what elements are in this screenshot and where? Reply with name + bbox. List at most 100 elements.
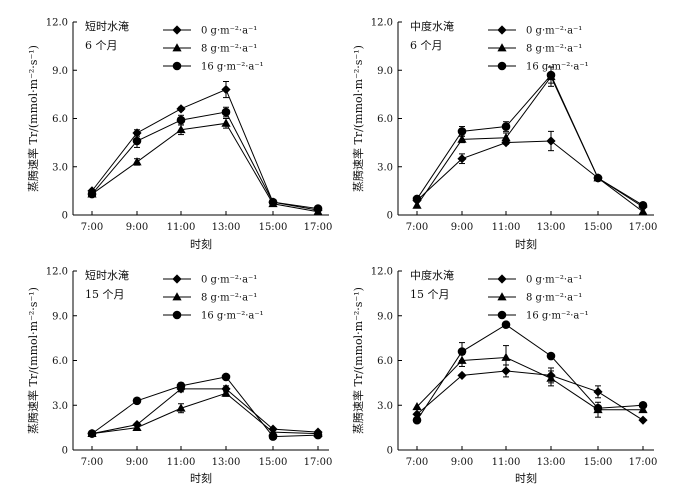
point-diamond bbox=[176, 104, 186, 114]
series-line-circle bbox=[91, 376, 319, 438]
y-tick-label: 3.0 bbox=[377, 162, 393, 173]
point-circle bbox=[546, 351, 556, 361]
legend-label: 16 g·m⁻²·a⁻¹ bbox=[201, 311, 264, 322]
point-circle bbox=[638, 201, 648, 210]
y-tick-label: 9.0 bbox=[377, 311, 393, 322]
x-tick-label: 9:00 bbox=[126, 222, 148, 233]
point-triangle bbox=[412, 401, 422, 411]
y-axis-title: 蒸腾速率 Tr/(mmol·m⁻²·s⁻¹) bbox=[26, 287, 40, 434]
panel-2: 0 3.0 6.0 9.0 12.0 7:00 9:00 11:00 13:00 15:00 17:… bbox=[351, 18, 657, 252]
panel-note-duration: 6 个月 bbox=[410, 39, 443, 52]
x-tick-label: 7:00 bbox=[406, 222, 428, 233]
legend-label: 0 g·m⁻²·a⁻¹ bbox=[526, 275, 582, 286]
panel-note-treatment: 中度水淹 bbox=[410, 19, 454, 33]
panel-note-duration: 15 个月 bbox=[410, 288, 450, 301]
y-tick-label: 6.0 bbox=[52, 114, 68, 125]
point-triangle bbox=[546, 373, 556, 382]
legend-label: 16 g·m⁻²·a⁻¹ bbox=[201, 62, 264, 73]
panel-1: 0 3.0 6.0 9.0 12.0 7:00 9:00 11:00 13:00 15:00 17:… bbox=[26, 18, 332, 252]
point-circle bbox=[638, 400, 648, 410]
point-triangle bbox=[176, 124, 186, 134]
point-circle bbox=[501, 122, 511, 131]
y-tick-label: 12.0 bbox=[371, 18, 393, 29]
point-circle bbox=[176, 115, 186, 125]
y-tick-label: 3.0 bbox=[52, 401, 68, 412]
y-tick-label: 6.0 bbox=[52, 356, 68, 367]
point-diamond bbox=[501, 366, 511, 376]
series-line-triangle bbox=[416, 75, 644, 213]
legend-label: 8 g·m⁻²·a⁻¹ bbox=[526, 293, 582, 304]
y-axis-title: 蒸腾速率 Tr/(mmol·m⁻²·s⁻¹) bbox=[351, 45, 365, 192]
legend-label: 8 g·m⁻²·a⁻¹ bbox=[201, 293, 257, 304]
point-circle bbox=[313, 430, 323, 440]
point-triangle bbox=[221, 388, 231, 397]
x-tick-label: 17:00 bbox=[629, 457, 658, 468]
x-tick-label: 15:00 bbox=[584, 222, 613, 233]
point-circle bbox=[268, 197, 278, 207]
legend-label: 16 g·m⁻²·a⁻¹ bbox=[526, 311, 589, 322]
legend-marker-circle bbox=[172, 310, 182, 320]
x-tick-label: 13:00 bbox=[537, 457, 566, 468]
x-tick-label: 11:00 bbox=[167, 457, 196, 468]
y-tick-label: 9.0 bbox=[377, 66, 393, 77]
point-circle bbox=[546, 70, 556, 80]
point-circle bbox=[221, 107, 231, 117]
point-diamond bbox=[457, 370, 467, 381]
point-circle bbox=[593, 403, 603, 413]
point-triangle bbox=[132, 157, 142, 166]
point-diamond bbox=[457, 154, 467, 164]
y-tick-label: 6.0 bbox=[377, 356, 393, 367]
legend-marker-diamond bbox=[172, 274, 182, 284]
panel-3: 0 3.0 6.0 9.0 12.0 7:00 9:00 11:00 13:00 15:00 17:… bbox=[26, 267, 332, 486]
x-tick-label: 11:00 bbox=[492, 222, 521, 233]
point-diamond bbox=[132, 128, 142, 138]
legend-label: 0 g·m⁻²·a⁻¹ bbox=[201, 26, 257, 37]
legend-marker-triangle bbox=[497, 43, 507, 52]
legend-marker-circle bbox=[497, 61, 507, 71]
point-triangle bbox=[457, 134, 467, 143]
point-triangle bbox=[638, 206, 648, 216]
x-tick-label: 9:00 bbox=[451, 222, 473, 233]
point-diamond bbox=[221, 84, 231, 95]
point-circle bbox=[412, 415, 422, 425]
x-tick-label: 13:00 bbox=[537, 222, 566, 233]
y-tick-label: 0 bbox=[387, 446, 393, 457]
point-circle bbox=[87, 429, 97, 438]
panel-note-duration: 15 个月 bbox=[85, 288, 125, 301]
legend-label: 0 g·m⁻²·a⁻¹ bbox=[201, 275, 257, 286]
y-axis-title: 蒸腾速率 Tr/(mmol·m⁻²·s⁻¹) bbox=[26, 45, 40, 192]
panel-note-treatment: 短时水淹 bbox=[85, 19, 129, 33]
y-tick-label: 0 bbox=[62, 446, 68, 457]
point-triangle bbox=[132, 422, 142, 432]
x-tick-label: 15:00 bbox=[259, 222, 288, 233]
x-tick-label: 17:00 bbox=[304, 457, 333, 468]
x-tick-label: 7:00 bbox=[81, 457, 103, 468]
panel-note-treatment: 短时水淹 bbox=[85, 268, 129, 282]
x-tick-label: 9:00 bbox=[126, 457, 148, 468]
x-tick-label: 13:00 bbox=[212, 457, 241, 468]
point-circle bbox=[313, 204, 323, 213]
series-line-circle bbox=[416, 74, 644, 206]
series-line-diamond bbox=[416, 140, 644, 208]
point-circle bbox=[132, 396, 142, 406]
y-tick-label: 12.0 bbox=[46, 18, 68, 29]
y-tick-label: 3.0 bbox=[377, 401, 393, 412]
x-axis-title: 时刻 bbox=[515, 471, 537, 485]
point-triangle bbox=[221, 118, 231, 127]
series-line-circle bbox=[416, 324, 644, 421]
legend-marker-diamond bbox=[172, 25, 182, 35]
legend-label: 8 g·m⁻²·a⁻¹ bbox=[526, 44, 582, 55]
point-circle bbox=[87, 189, 97, 199]
point-diamond bbox=[546, 136, 556, 146]
legend-label: 16 g·m⁻²·a⁻¹ bbox=[526, 62, 589, 73]
x-axis-title: 时刻 bbox=[515, 237, 537, 251]
y-tick-label: 0 bbox=[62, 211, 68, 222]
panel-note-duration: 6 个月 bbox=[85, 39, 118, 52]
series-line-diamond bbox=[91, 388, 319, 435]
point-diamond bbox=[638, 415, 648, 425]
x-tick-label: 13:00 bbox=[212, 222, 241, 233]
series-line-diamond bbox=[91, 88, 319, 211]
legend-label: 0 g·m⁻²·a⁻¹ bbox=[526, 26, 582, 37]
y-tick-label: 6.0 bbox=[377, 114, 393, 125]
